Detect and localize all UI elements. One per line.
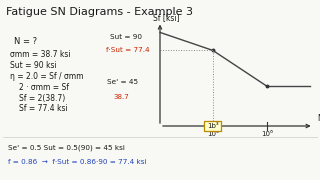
Text: η = 2.0 = Sf / σmm: η = 2.0 = Sf / σmm [10, 72, 83, 81]
Text: Sf = 2(38.7): Sf = 2(38.7) [19, 94, 66, 103]
Text: Fatigue SN Diagrams - Example 3: Fatigue SN Diagrams - Example 3 [6, 7, 193, 17]
Text: 1b³: 1b³ [207, 123, 219, 129]
Text: f·Sut = 77.4: f·Sut = 77.4 [106, 47, 149, 53]
Text: Se' = 0.5 Sut = 0.5(90) = 45 ksi: Se' = 0.5 Sut = 0.5(90) = 45 ksi [8, 145, 125, 151]
Text: σmm = 38.7 ksi: σmm = 38.7 ksi [10, 50, 70, 59]
Bar [204, 121, 221, 131]
Text: 2 · σmm = Sf: 2 · σmm = Sf [19, 83, 69, 92]
Text: Sf [ksi]: Sf [ksi] [153, 14, 180, 22]
Text: 10⁶: 10⁶ [261, 131, 273, 137]
Text: 10³: 10³ [207, 131, 219, 137]
Text: Se' = 45: Se' = 45 [107, 79, 138, 85]
Text: 38.7: 38.7 [114, 94, 129, 100]
Text: f = 0.86  →  f·Sut = 0.86·90 = 77.4 ksi: f = 0.86 → f·Sut = 0.86·90 = 77.4 ksi [8, 159, 147, 165]
Text: Sut = 90 ksi: Sut = 90 ksi [10, 61, 56, 70]
Text: Sut = 90: Sut = 90 [110, 34, 142, 40]
Text: Sf = 77.4 ksi: Sf = 77.4 ksi [19, 104, 68, 113]
Text: N: N [317, 114, 320, 123]
Text: N = ?: N = ? [14, 37, 37, 46]
